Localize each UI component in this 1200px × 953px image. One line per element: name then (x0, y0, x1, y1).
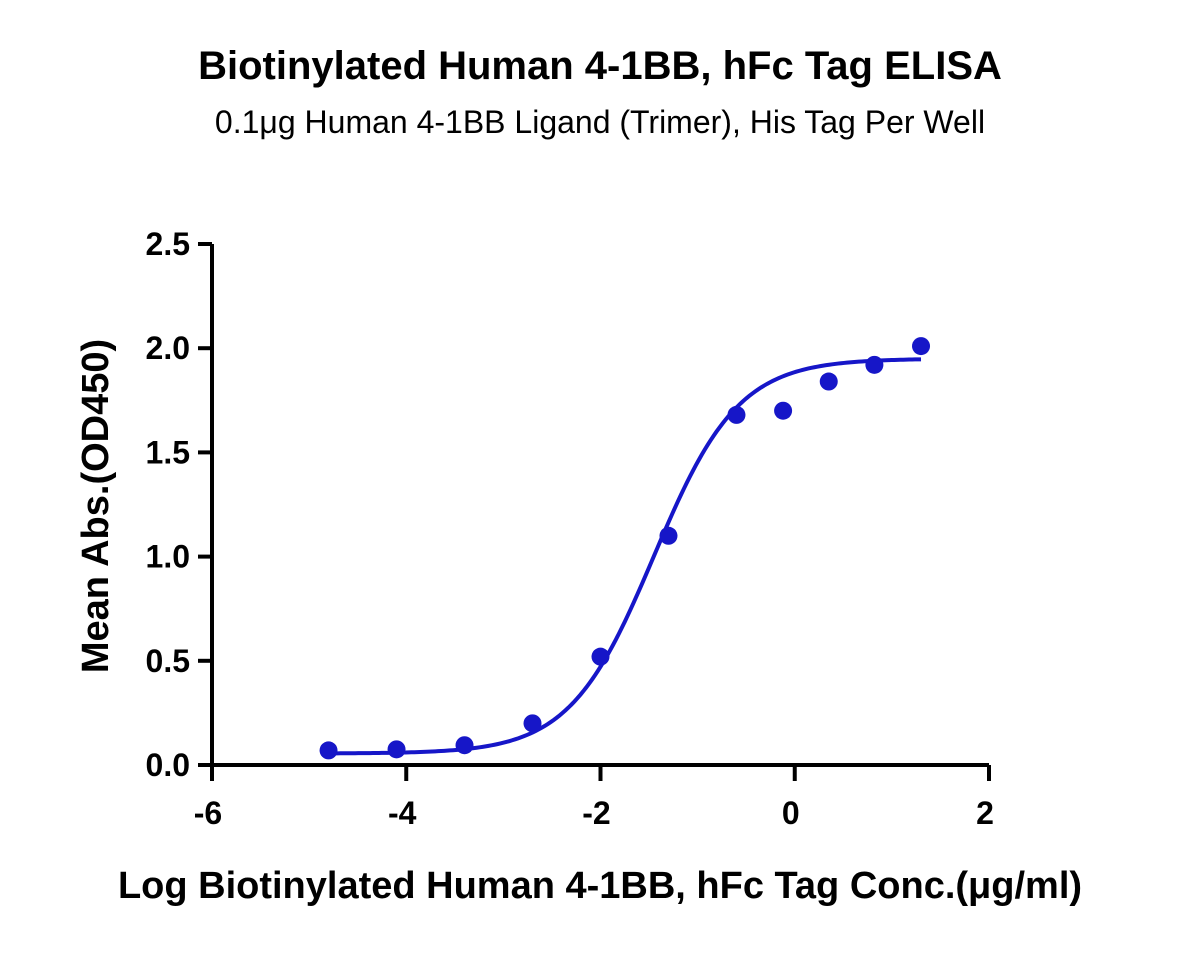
y-tick-label: 2.0 (146, 330, 190, 366)
x-tick-label: 0 (782, 795, 800, 831)
chart-title: Biotinylated Human 4-1BB, hFc Tag ELISA (198, 44, 1002, 88)
axes: 0.0 0.5 1.0 1.5 2.0 2.5 -6 -4 -2 0 2 (146, 226, 994, 831)
x-tick-label: -6 (194, 795, 222, 831)
data-point (727, 405, 746, 424)
data-point (774, 401, 793, 420)
x-tick-label: -2 (582, 795, 610, 831)
fit-curve-layer (328, 357, 922, 756)
data-points-layer (319, 337, 931, 760)
y-tick-label: 1.5 (146, 434, 190, 470)
data-point (912, 337, 931, 356)
data-point (819, 372, 838, 391)
x-tick-label: 2 (976, 795, 994, 831)
data-point (865, 355, 884, 374)
y-tick-label: 2.5 (146, 226, 190, 262)
data-point (319, 741, 338, 760)
x-axis-title: Log Biotinylated Human 4-1BB, hFc Tag Co… (118, 865, 1082, 907)
data-point (523, 714, 542, 733)
data-point (455, 736, 474, 755)
chart-subtitle: 0.1μg Human 4-1BB Ligand (Trimer), His T… (214, 104, 986, 140)
y-tick-label: 0.0 (146, 747, 190, 783)
x-tick-label: -4 (388, 795, 417, 831)
fit-curve (328, 357, 922, 756)
data-point (591, 647, 610, 666)
data-point (659, 526, 678, 545)
y-axis-title: Mean Abs.(OD450) (75, 339, 117, 673)
y-tick-label: 0.5 (146, 643, 190, 679)
y-tick-label: 1.0 (146, 539, 190, 575)
data-point (387, 740, 406, 759)
